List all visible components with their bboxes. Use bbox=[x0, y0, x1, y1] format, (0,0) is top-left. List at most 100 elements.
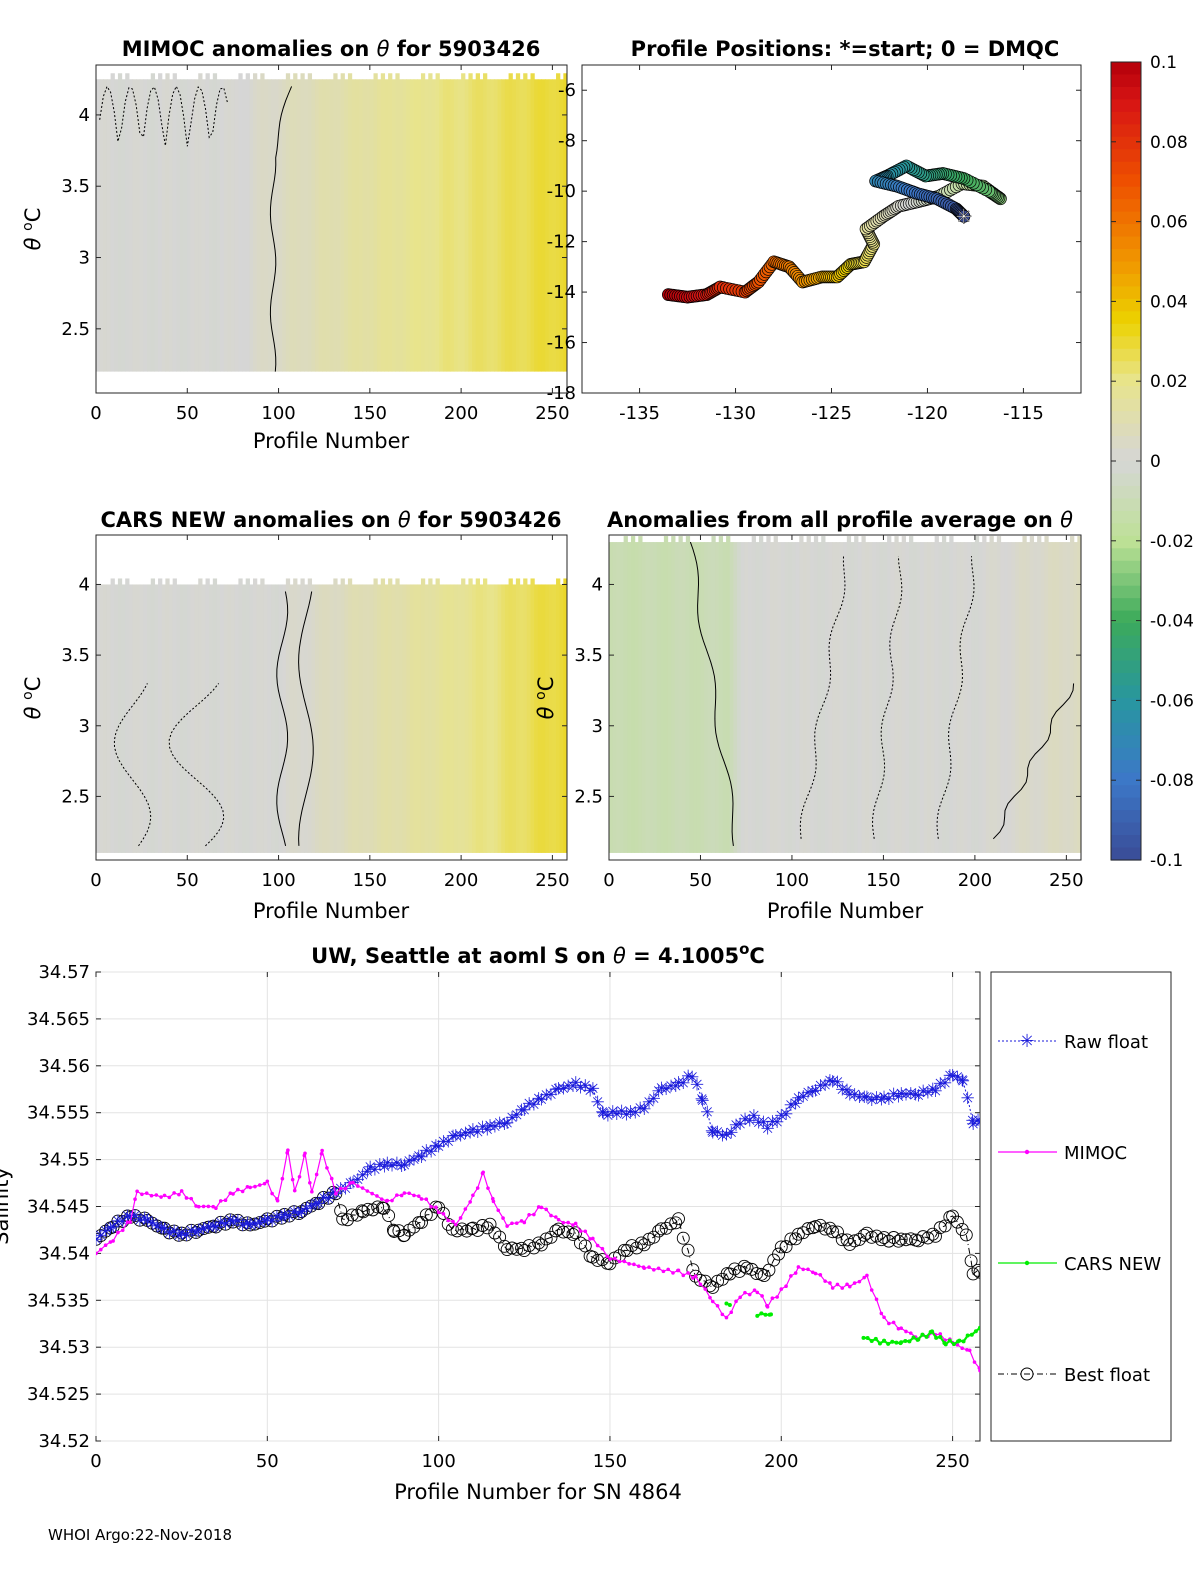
mimoc-marker bbox=[608, 1257, 612, 1261]
colorbar-segment bbox=[1111, 623, 1141, 637]
heatmap-cell bbox=[810, 542, 815, 853]
heatmap-cell bbox=[674, 542, 680, 853]
contour-negative bbox=[113, 683, 152, 847]
heatmap-cell bbox=[125, 73, 130, 372]
heatmap-cell bbox=[737, 542, 742, 853]
colorbar-tick-label: 0.02 bbox=[1150, 372, 1188, 392]
best-float-marker bbox=[801, 1222, 815, 1236]
mimoc-marker bbox=[561, 1220, 566, 1225]
heatmap-cell bbox=[934, 536, 939, 853]
raw-float-marker: ✳ bbox=[938, 1074, 952, 1094]
heatmap-cell bbox=[329, 79, 334, 372]
raw-float-marker: ✳ bbox=[928, 1082, 942, 1102]
raw-float-marker: ✳ bbox=[706, 1124, 720, 1144]
best-float-marker bbox=[223, 1213, 237, 1227]
heatmap-cell bbox=[431, 584, 437, 853]
heatmap-cell bbox=[212, 73, 218, 372]
colorbar-segment bbox=[1111, 660, 1141, 674]
mimoc-marker bbox=[544, 1207, 549, 1212]
heatmap-cell bbox=[850, 542, 855, 853]
mimoc-marker bbox=[573, 1221, 578, 1226]
heatmap-cell bbox=[530, 578, 535, 853]
colorbar-segment bbox=[1111, 461, 1141, 475]
raw-float-marker: ✳ bbox=[808, 1082, 822, 1102]
heatmap-cell bbox=[183, 584, 188, 853]
heatmap-cell bbox=[795, 542, 800, 853]
heatmap-cell bbox=[504, 79, 510, 372]
raw-float-marker: ✳ bbox=[248, 1215, 262, 1235]
colorbar-segment bbox=[1111, 548, 1141, 562]
mimoc-marker bbox=[297, 1174, 302, 1179]
mimoc-axes-box bbox=[95, 64, 568, 394]
mimoc-marker bbox=[965, 1347, 969, 1352]
raw-float-marker: ✳ bbox=[899, 1085, 913, 1105]
heatmap-cell bbox=[205, 578, 210, 853]
heatmap-cell bbox=[278, 584, 283, 853]
raw-float-marker: ✳ bbox=[847, 1086, 861, 1106]
heatmap-cell bbox=[704, 542, 709, 853]
mimoc-marker bbox=[133, 1197, 137, 1202]
mimoc-marker bbox=[172, 1191, 176, 1195]
mimoc-marker bbox=[622, 1259, 627, 1264]
colorbar-tick-label: -0.04 bbox=[1150, 612, 1194, 632]
raw-float-marker: ✳ bbox=[275, 1209, 289, 1229]
heatmap-cell bbox=[293, 73, 298, 372]
heatmap-cell bbox=[336, 79, 342, 372]
best-float-marker bbox=[911, 1234, 925, 1248]
heatmap-cell bbox=[399, 584, 404, 853]
raw-float-marker: ✳ bbox=[813, 1076, 827, 1096]
best-float-marker bbox=[265, 1214, 279, 1228]
heatmap-cell bbox=[165, 578, 170, 853]
raw-float-marker: ✳ bbox=[966, 1115, 980, 1135]
mimoc-marker bbox=[370, 1191, 374, 1196]
y-tick-label: 2.5 bbox=[61, 319, 90, 340]
mimoc-marker bbox=[236, 1187, 240, 1192]
heatmap-cell bbox=[515, 578, 521, 853]
heatmap-cell bbox=[652, 542, 658, 853]
heatmap-cell bbox=[464, 79, 470, 372]
x-tick-label: 250 bbox=[535, 870, 569, 891]
raw-float-marker: ✳ bbox=[419, 1141, 433, 1161]
heatmap-cell bbox=[645, 542, 650, 853]
best-float-marker bbox=[189, 1225, 203, 1239]
mimoc-marker bbox=[167, 1195, 172, 1200]
heatmap-cell bbox=[1070, 536, 1075, 853]
colorbar-segment bbox=[1111, 174, 1141, 188]
heatmap-cell bbox=[996, 536, 1002, 853]
heatmap-cell bbox=[824, 542, 830, 853]
raw-float-marker: ✳ bbox=[463, 1124, 477, 1144]
heatmap-cell bbox=[1022, 536, 1027, 853]
heatmap-cell bbox=[143, 79, 148, 372]
raw-float-marker: ✳ bbox=[209, 1218, 223, 1238]
raw-float-marker: ✳ bbox=[956, 1072, 970, 1092]
heatmap-cell bbox=[515, 73, 521, 372]
colorbar-segment bbox=[1111, 323, 1141, 337]
raw-float-marker: ✳ bbox=[355, 1166, 369, 1186]
heatmap-cell bbox=[556, 578, 561, 853]
heatmap-cell bbox=[154, 584, 159, 853]
best-float-marker bbox=[950, 1215, 964, 1229]
raw-float-marker: ✳ bbox=[610, 1105, 624, 1125]
raw-float-marker: ✳ bbox=[240, 1214, 254, 1234]
heatmap-cell bbox=[282, 584, 287, 853]
heatmap-cell bbox=[377, 79, 382, 372]
mimoc-marker bbox=[159, 1195, 163, 1199]
raw-float-marker: ✳ bbox=[705, 1122, 719, 1142]
cars-new-marker bbox=[877, 1341, 882, 1346]
contour-zero bbox=[298, 591, 314, 846]
best-float-marker bbox=[397, 1228, 411, 1242]
heatmap-cell bbox=[545, 79, 550, 372]
raw-float-marker: ✳ bbox=[695, 1090, 709, 1110]
cars-new-marker bbox=[861, 1335, 866, 1340]
raw-float-marker: ✳ bbox=[818, 1076, 832, 1096]
colorbar-segment bbox=[1111, 199, 1141, 213]
mimoc-marker bbox=[698, 1282, 703, 1287]
salinity-xlabel: Profile Number for SN 4864 bbox=[394, 1480, 682, 1504]
heatmap-cell bbox=[497, 79, 502, 372]
heatmap-cell bbox=[172, 578, 177, 853]
heatmap-cell bbox=[883, 542, 888, 853]
heatmap-cell bbox=[978, 542, 983, 853]
heatmap-cell bbox=[139, 79, 145, 372]
best-float-marker bbox=[231, 1213, 245, 1227]
mimoc-marker bbox=[149, 1193, 154, 1198]
